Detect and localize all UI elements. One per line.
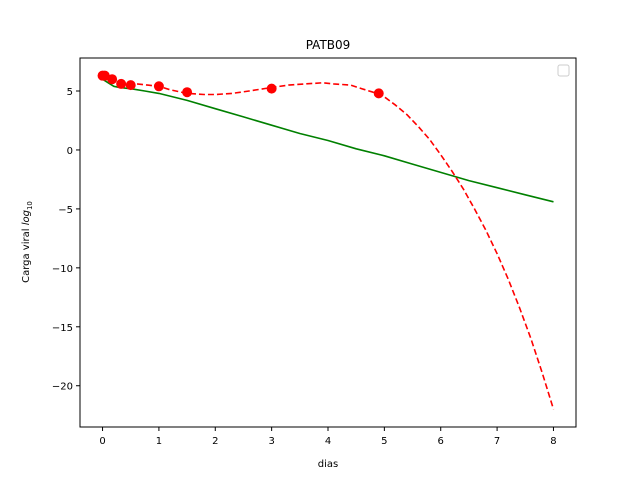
y-axis: 5 0 −5 −10 −15 −20 [52, 87, 80, 393]
y-axis-label-sub: 10 [26, 201, 34, 210]
model-curve [102, 78, 554, 203]
x-tick-label: 6 [438, 436, 444, 447]
x-tick-label: 8 [550, 436, 556, 447]
legend-box [557, 64, 570, 77]
y-tick-label: −15 [52, 323, 73, 334]
fit-curve-dashed [102, 74, 555, 410]
y-axis-label-text: Carga viral [21, 228, 32, 282]
y-tick-label: −10 [52, 264, 73, 275]
y-tick-label: −5 [58, 205, 73, 216]
x-tick-label: 5 [381, 436, 387, 447]
data-point [116, 78, 127, 89]
plot-area [97, 70, 555, 410]
x-tick-label: 3 [268, 436, 274, 447]
x-tick-label: 1 [156, 436, 162, 447]
data-point [153, 81, 164, 92]
chart-title: PATB09 [306, 38, 351, 52]
y-axis-label: Carga viral log10 [21, 201, 34, 283]
data-point [107, 74, 118, 85]
data-point [125, 80, 136, 91]
x-tick-label: 7 [494, 436, 500, 447]
data-point [266, 83, 277, 94]
x-tick-label: 0 [99, 436, 105, 447]
x-tick-label: 2 [212, 436, 218, 447]
y-axis-label-math: log [21, 210, 32, 225]
x-axis: 0 1 2 3 4 5 6 7 8 [99, 427, 557, 447]
plot-frame [79, 57, 577, 428]
data-point [373, 88, 384, 99]
y-tick-label: −20 [52, 382, 73, 393]
y-tick-label: 0 [67, 146, 73, 157]
x-axis-label: dias [318, 459, 338, 470]
data-point [182, 87, 193, 98]
y-tick-label: 5 [67, 87, 73, 98]
x-tick-label: 4 [325, 436, 331, 447]
